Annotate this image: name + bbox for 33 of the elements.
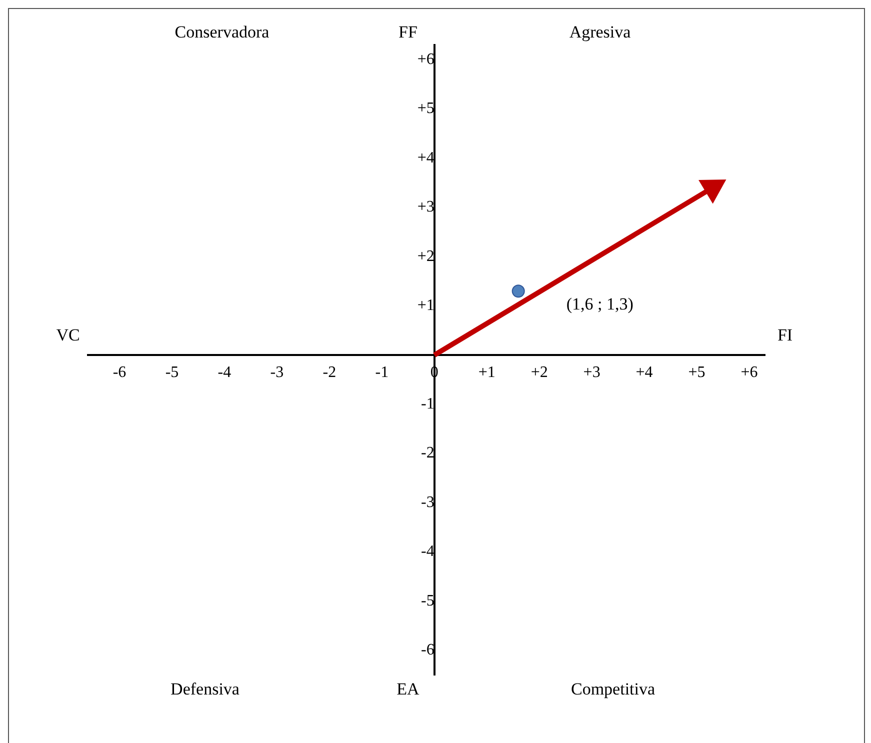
- text: Defensiva: [170, 679, 240, 698]
- x-tick-label: +6: [740, 364, 758, 381]
- y-tick-label: +2: [417, 248, 434, 265]
- x-tick-label: -2: [322, 364, 336, 381]
- x-tick-label: -6: [112, 364, 126, 381]
- x-tick-label: +1: [478, 364, 496, 381]
- text: Agresiva: [569, 22, 632, 42]
- y-tick-label: -5: [421, 592, 434, 610]
- y-tick-label: -6: [421, 642, 434, 659]
- y-tick-label: -2: [421, 444, 434, 462]
- y-tick-label: -3: [421, 494, 434, 511]
- y-tick-label: +4: [417, 149, 434, 166]
- y-tick-label: +3: [417, 198, 434, 216]
- y-tick-label: +1: [417, 297, 434, 314]
- x-tick-label: -1: [375, 364, 389, 381]
- annotation: (1,6 ; 1,3): [566, 294, 634, 314]
- y-tick-label: +5: [417, 100, 434, 118]
- text: EA: [396, 679, 420, 698]
- x-tick-label: -4: [218, 364, 232, 381]
- text: FF: [398, 22, 418, 42]
- text: VC: [56, 325, 80, 344]
- y-tick-label: -1: [421, 396, 434, 412]
- x-tick-label: +5: [688, 364, 706, 381]
- x-tick-label: +2: [530, 364, 548, 381]
- text: FI: [777, 325, 793, 344]
- y-tick-label: -4: [421, 543, 434, 560]
- x-tick-label: -5: [165, 364, 179, 381]
- y-tick-label: +6: [417, 50, 434, 68]
- text: Competitiva: [570, 679, 656, 698]
- x-tick-label: -3: [270, 364, 284, 381]
- x-tick-label: +3: [583, 364, 600, 381]
- text: Conservadora: [174, 22, 270, 42]
- x-tick-label: +4: [636, 364, 653, 381]
